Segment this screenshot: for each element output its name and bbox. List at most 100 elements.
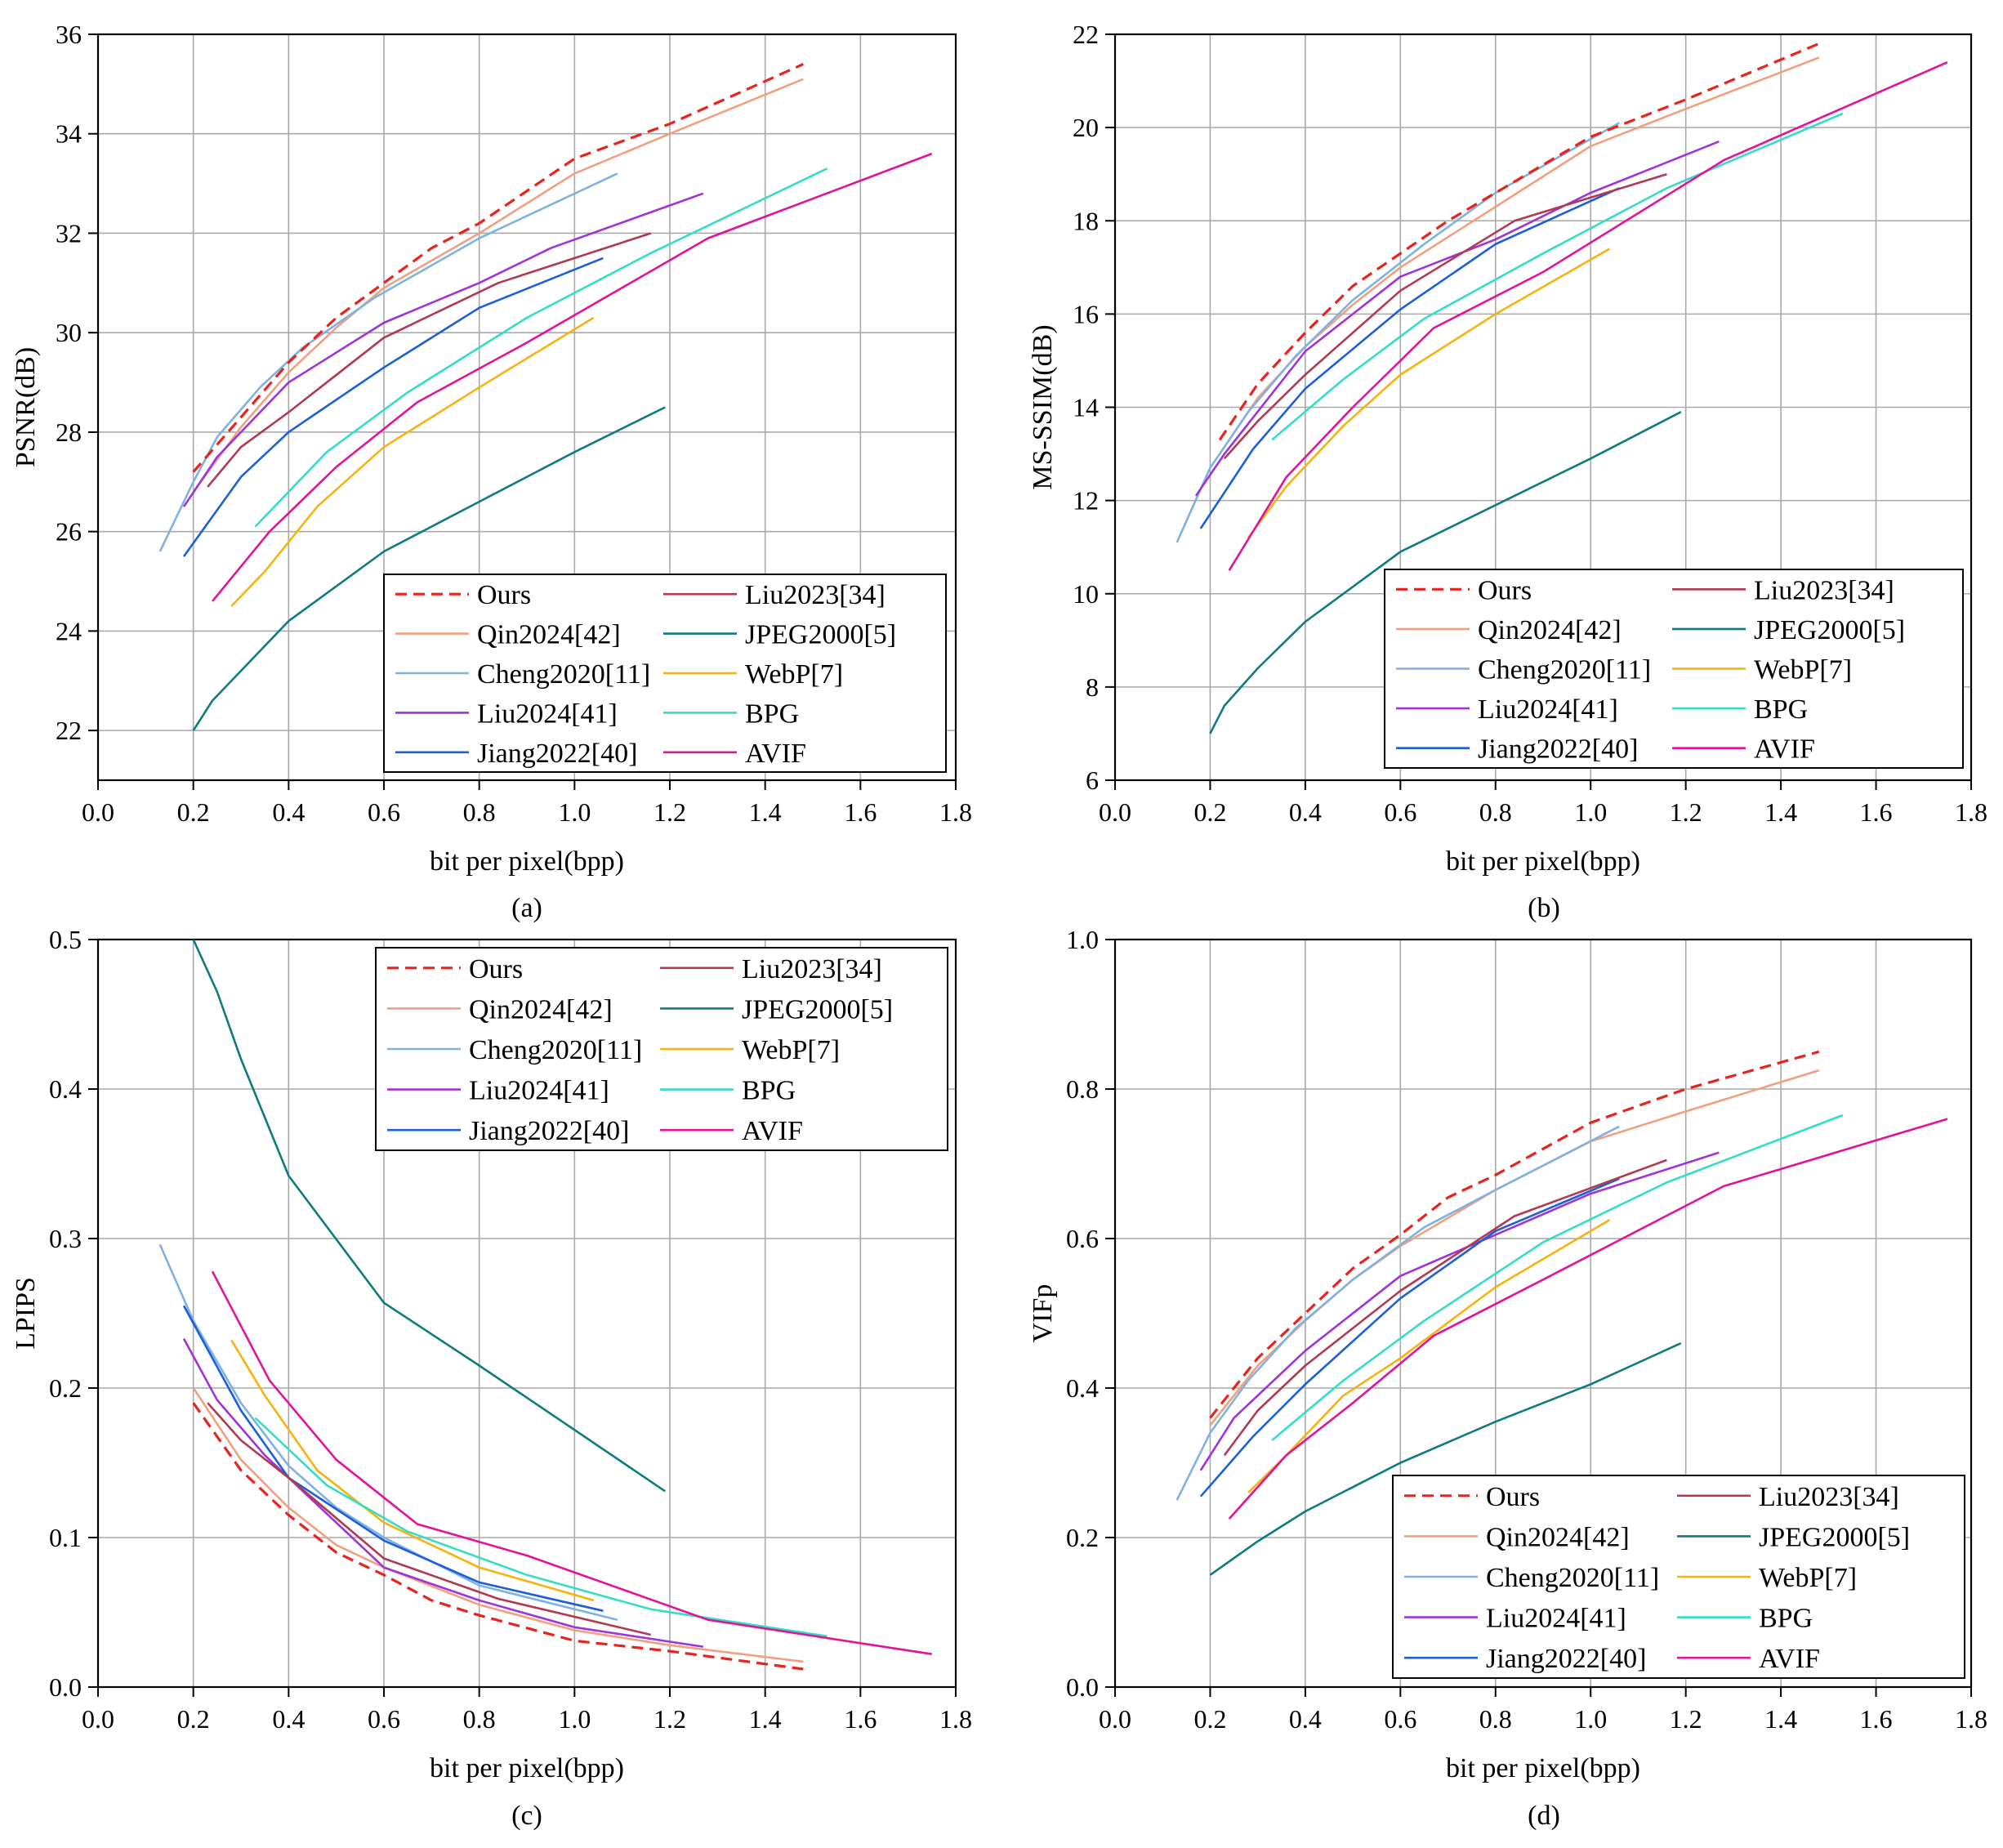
x-tick-label: 0.6 [1384,1704,1416,1734]
series-line-bpg [1271,1114,1844,1441]
legend-label: WebP[7] [745,659,843,690]
x-tick-label: 1.0 [558,797,591,827]
y-tick-label: 0.4 [1066,1373,1099,1403]
x-tick-label: 0.2 [177,797,210,827]
series-line-ours [192,63,804,473]
y-tick-label: 24 [56,616,82,645]
legend-label: Liu2024[41] [469,1076,609,1106]
legend-label: Cheng2020[11] [469,1035,642,1065]
y-tick-label: 8 [1086,672,1099,702]
x-tick-label: 1.4 [749,1704,782,1734]
series-line-liu2023-34 [1223,172,1667,460]
series-line-webp-7 [230,316,595,607]
legend-label: AVIF [742,1116,803,1146]
legend-label: Liu2024[41] [1478,694,1618,725]
plot-frame [1113,938,1973,1689]
series-line-liu2024-41 [182,1337,703,1648]
series-line-liu2024-41 [182,192,704,507]
x-tick-label: 0.6 [368,797,400,827]
series-line-jpeg2000-5 [1209,411,1682,734]
series-line-liu2024-41 [1199,1151,1720,1471]
panel-caption: (a) [511,893,542,923]
legend-label: AVIF [1754,734,1815,765]
x-axis-label: bit per pixel(bpp) [430,846,624,877]
y-tick-label: 30 [56,318,82,347]
y-tick-label: 22 [56,716,82,745]
x-tick-label: 0.0 [1099,1704,1131,1734]
y-tick-label: 0.8 [1066,1074,1099,1104]
y-tick-label: 10 [1073,579,1099,609]
x-tick-label: 1.2 [1670,797,1702,827]
x-tick-label: 0.4 [1289,1704,1322,1734]
series-line-jiang2022-40 [182,1305,604,1612]
legend-label: WebP[7] [742,1035,840,1065]
legend-label: Qin2024[42] [469,994,613,1024]
x-tick-label: 1.0 [1574,797,1607,827]
series-line-cheng2020-11 [158,172,618,552]
legend-label: BPG [742,1076,796,1106]
legend-label: WebP[7] [1759,1563,1857,1593]
y-tick-label: 20 [1073,113,1099,142]
legend-label: BPG [745,699,799,729]
y-tick-label: 0.2 [1066,1523,1099,1552]
legend-label: BPG [1759,1604,1813,1634]
x-axis-label: bit per pixel(bpp) [1446,846,1640,877]
series-line-bpg [1271,112,1844,441]
legend-label: Qin2024[42] [477,620,621,650]
y-tick-label: 0.4 [49,1074,82,1104]
x-tick-label: 1.2 [654,797,686,827]
legend-label: Cheng2020[11] [1486,1563,1659,1593]
x-tick-label: 0.6 [368,1704,400,1734]
legend-label: WebP[7] [1754,655,1852,685]
y-tick-label: 0.3 [49,1224,82,1253]
x-tick-label: 1.4 [1764,1704,1797,1734]
y-tick-label: 1.0 [1066,925,1099,954]
x-tick-label: 0.6 [1384,797,1416,827]
series-line-jpeg2000-5 [1209,1341,1682,1576]
legend-label: Liu2023[34] [742,954,882,984]
y-tick-label: 26 [56,517,82,547]
series-line-liu2023-34 [1223,1158,1667,1457]
series-line-bpg [254,167,828,528]
series-line-cheng2020-11 [158,1243,618,1621]
y-tick-label: 0.5 [49,925,82,954]
chart-panel-4: 0.0 0.2 0.4 0.6 0.8 1.0 1.2 1.4 1.6 1.8 0.0 0.2 0.4 0… [1028,925,1987,1831]
legend-label: Liu2024[41] [1486,1604,1626,1634]
x-tick-label: 1.8 [1955,1704,1987,1734]
y-tick-label: 6 [1086,766,1099,795]
y-axis-label: VIFp [1028,1284,1058,1343]
legend-label: JPEG2000[5] [1754,615,1905,645]
series-line-webp-7 [1247,248,1611,539]
y-tick-label: 36 [56,20,82,49]
y-tick-label: 22 [1073,20,1099,49]
x-tick-label: 1.6 [844,797,877,827]
legend-label: Liu2023[34] [1759,1482,1899,1512]
x-axis-label: bit per pixel(bpp) [1446,1753,1640,1783]
legend-label: Jiang2022[40] [477,739,637,769]
x-tick-label: 0.2 [177,1704,210,1734]
legend-label: Jiang2022[40] [469,1116,629,1146]
series-line-bpg [254,1417,828,1638]
series-line-avif [211,152,933,602]
series-line-jiang2022-40 [182,257,604,557]
plot-frame [96,33,957,782]
legend-label: JPEG2000[5] [1759,1522,1910,1552]
x-tick-label: 0.4 [272,1704,305,1734]
legend-label: Liu2023[34] [745,580,886,610]
legend-label: Ours [1478,575,1532,605]
x-tick-label: 1.4 [1764,797,1797,827]
series-line-jpeg2000-5 [192,940,666,1493]
x-tick-label: 0.2 [1193,797,1226,827]
x-tick-label: 1.0 [558,1704,591,1734]
x-axis-label: bit per pixel(bpp) [430,1753,624,1783]
y-tick-label: 0.1 [49,1523,82,1552]
x-tick-label: 0.4 [1289,797,1322,827]
y-tick-label: 16 [1073,299,1099,328]
series-line-cheng2020-11 [1175,1125,1620,1501]
legend-label: Ours [477,580,531,610]
legend: Ours Liu2023[34] Qin2024[42] JPEG2000[5] Che… [1384,569,1964,769]
x-tick-label: 1.6 [1860,797,1893,827]
x-tick-label: 1.6 [1860,1704,1893,1734]
series-line-avif [211,1270,932,1655]
